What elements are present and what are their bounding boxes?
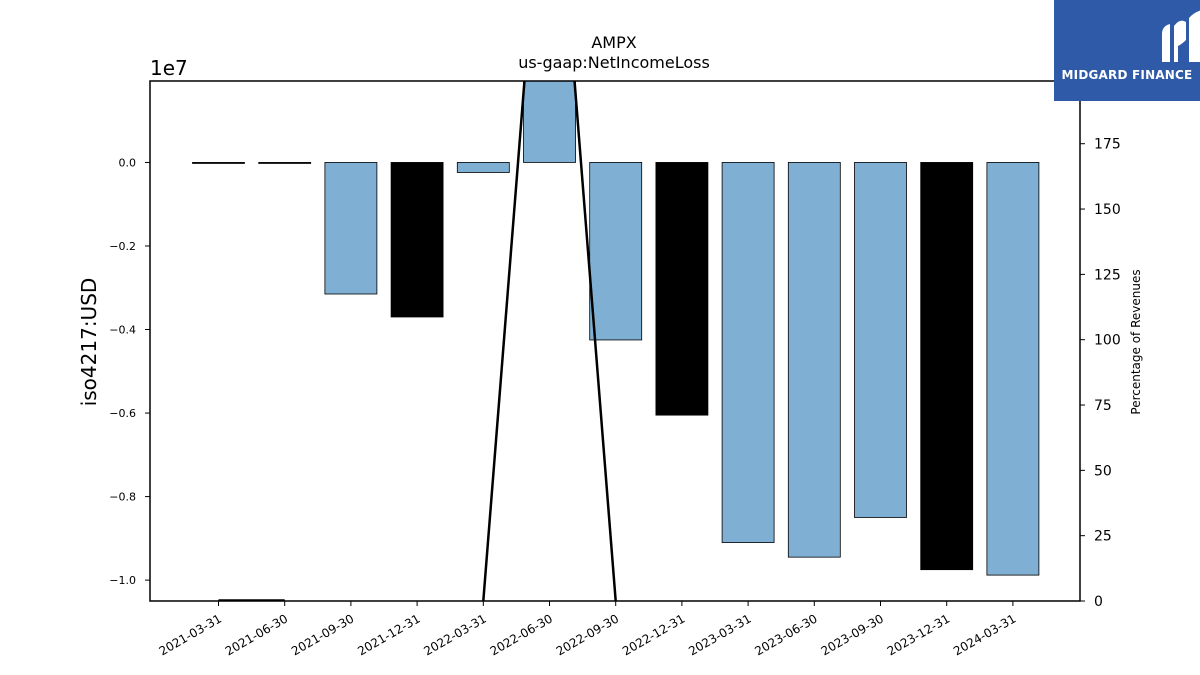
- bar-2023-03-31: [721, 162, 775, 543]
- x-tick-label-12: 2024-03-31: [951, 611, 1018, 658]
- y-tick-label-0: 0.0: [119, 156, 137, 169]
- y-tick-label-5: −1.0: [109, 574, 136, 587]
- bar-2024-03-31: [986, 162, 1040, 576]
- midgard-finance-logo: MIDGARD FINANCE: [1054, 0, 1200, 101]
- bar-2023-06-30: [787, 162, 841, 558]
- x-tick-label-10: 2023-09-30: [819, 611, 886, 658]
- y2-tick-label-7: 175: [1094, 137, 1121, 153]
- x-tick-label-7: 2022-12-31: [620, 611, 687, 658]
- y2-tick-label-5: 125: [1094, 267, 1121, 283]
- bar-2023-12-31: [920, 162, 974, 571]
- bar-2021-06-30: [258, 162, 312, 164]
- y2-tick-label-6: 150: [1094, 202, 1121, 218]
- x-tick-label-9: 2023-06-30: [752, 611, 819, 658]
- y-tick-label-1: −0.2: [109, 240, 136, 253]
- x-tick-label-11: 2023-12-31: [885, 611, 952, 658]
- x-tick-label-6: 2022-09-30: [554, 611, 621, 658]
- y2-tick-label-4: 100: [1094, 333, 1121, 349]
- plot-frame: [149, 80, 1081, 602]
- x-tick-label-8: 2023-03-31: [686, 611, 753, 658]
- x-tick-label-0: 2021-03-31: [157, 611, 224, 658]
- bars: [192, 81, 1040, 601]
- y2-tick-label-3: 75: [1094, 398, 1112, 414]
- chart-subtitle: us-gaap:NetIncomeLoss: [518, 53, 710, 72]
- y-axis-label: iso4217:USD: [77, 278, 101, 407]
- y-tick-label-2: −0.4: [109, 324, 136, 337]
- y-tick-label-3: −0.6: [109, 407, 136, 420]
- y-offset-label: 1e7: [150, 56, 188, 80]
- bar-2021-09-30: [324, 162, 378, 295]
- logo-text: MIDGARD FINANCE: [1061, 68, 1193, 82]
- bar-2023-09-30: [854, 162, 907, 518]
- chart-title: AMPX: [591, 33, 636, 52]
- percentage-line-segment-1: [482, 81, 617, 601]
- bar-2022-06-30: [523, 81, 576, 163]
- y2-tick-label-0: 0: [1094, 594, 1103, 610]
- y2-axis-label: Percentage of Revenues: [1129, 269, 1143, 414]
- bar-2022-03-31: [456, 162, 510, 173]
- bar-2021-12-31: [390, 162, 444, 318]
- x-tick-label-5: 2022-06-30: [488, 611, 555, 658]
- x-tick-label-2: 2021-09-30: [289, 611, 356, 658]
- logo-mark-icon: [1162, 10, 1200, 63]
- y2-tick-label-2: 50: [1094, 463, 1112, 479]
- y2-tick-label-1: 25: [1094, 529, 1112, 545]
- bar-2021-03-31: [192, 162, 245, 164]
- y-tick-label-4: −0.8: [109, 491, 136, 504]
- bar-2022-12-31: [655, 162, 709, 416]
- x-tick-label-4: 2022-03-31: [421, 611, 488, 658]
- x-tick-label-1: 2021-06-30: [223, 611, 290, 658]
- bar-2022-09-30: [589, 162, 643, 341]
- x-tick-label-3: 2021-12-31: [355, 611, 422, 658]
